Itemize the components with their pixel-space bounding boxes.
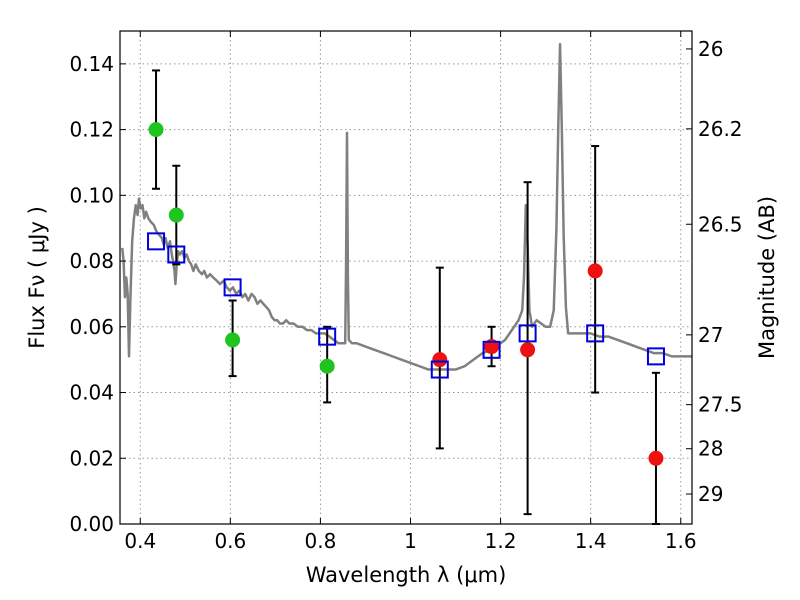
grid: [120, 31, 692, 525]
x-tick-label: 1: [404, 529, 417, 553]
optical-point: [148, 122, 164, 138]
x-tick-label: 1.4: [575, 529, 607, 553]
y2-tick-label: 28: [698, 437, 723, 461]
y2-tick-label: 29: [698, 482, 723, 506]
y2-tick-label: 26: [698, 37, 723, 61]
y2-tick-label: 27.5: [698, 393, 743, 417]
nir-point: [432, 352, 448, 368]
nir-point: [587, 263, 603, 279]
optical-point: [168, 207, 184, 223]
x-tick-label: 0.6: [214, 529, 246, 553]
nir-point: [648, 450, 664, 466]
nir-point: [520, 342, 536, 358]
y-tick-label: 0.02: [69, 446, 114, 470]
x-tick-label: 0.8: [305, 529, 337, 553]
y-tick-label: 0.10: [69, 183, 114, 207]
y-tick-label: 0.08: [69, 249, 114, 273]
model-photometry-square: [518, 324, 537, 343]
model-photometry-square: [646, 347, 665, 366]
optical-point: [319, 358, 335, 374]
y-axis-label: Flux Fν ( μJy ): [25, 206, 49, 349]
x-tick-label: 1.6: [665, 529, 697, 553]
model-photometry-square: [147, 232, 166, 251]
y-tick-label: 0.12: [69, 118, 114, 142]
y-tick-label: 0.06: [69, 315, 114, 339]
model-photometry-square: [482, 340, 501, 359]
model-photometry-square: [167, 245, 186, 264]
x-axis-label: Wavelength λ (μm): [306, 563, 507, 587]
error-bars: [152, 69, 660, 525]
model-photometry-square: [586, 324, 605, 343]
x-tick-label: 1.2: [485, 529, 517, 553]
model-photometry-square: [318, 327, 337, 346]
model-photometry-square: [223, 278, 242, 297]
y2-tick-label: 27: [698, 323, 723, 347]
axis-ticks: 0.4 0.6 0.8 1 1.2 1.4 1.6 0.00 0.02 0.04 0.06 0.08 0…: [69, 31, 743, 553]
model-sed: [121, 42, 692, 371]
y2-axis-label: Magnitude (AB): [755, 196, 779, 359]
y-tick-label: 0.14: [69, 52, 114, 76]
optical-point: [225, 332, 241, 348]
y-tick-label: 0.00: [69, 512, 114, 536]
x-tick-label: 0.4: [124, 529, 156, 553]
model-sed-line: [121, 42, 692, 371]
y2-tick-label: 26.2: [698, 117, 743, 141]
model-photometry-square: [430, 360, 449, 379]
y-tick-label: 0.04: [69, 381, 114, 405]
y2-tick-label: 26.5: [698, 212, 743, 236]
plot-frame: [119, 30, 693, 525]
data-points: [147, 122, 665, 466]
